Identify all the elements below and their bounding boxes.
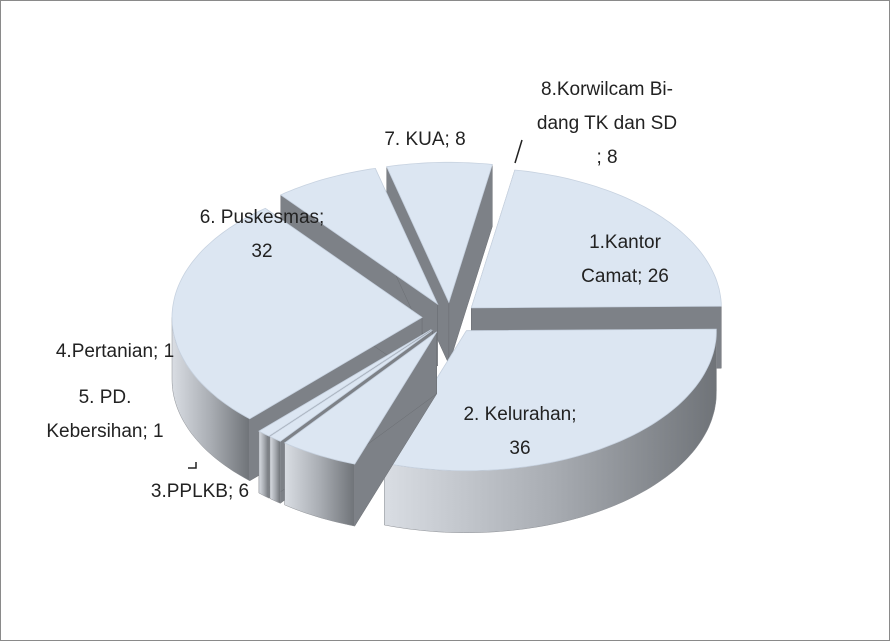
slice-side	[269, 436, 281, 504]
slice	[386, 161, 493, 304]
data-label: 5. PD.	[79, 387, 132, 408]
slice	[258, 329, 432, 437]
data-label: 1.Kantor	[589, 232, 661, 253]
data-label: Camat; 26	[581, 266, 669, 287]
pie	[171, 161, 722, 533]
slice	[279, 167, 439, 306]
data-label: 32	[251, 241, 272, 262]
data-label: 36	[509, 438, 530, 459]
data-label: Kebersihan; 1	[46, 421, 163, 442]
data-label: 6. Puskesmas;	[200, 207, 325, 228]
labels: 1.Kantor Camat; 26 2. Kelurahan; 36 3.PPLKB;…	[46, 79, 677, 502]
leader-lines	[188, 139, 523, 469]
data-label: 4.Pertanian; 1	[56, 341, 174, 362]
data-label: ; 8	[596, 147, 617, 168]
data-label: 3.PPLKB; 6	[151, 481, 249, 502]
slice	[383, 328, 717, 472]
slice	[470, 169, 722, 309]
slice-side	[258, 430, 270, 499]
data-label: dang TK dan SD	[537, 113, 677, 134]
slice	[171, 207, 423, 420]
data-label: 8.Korwilcam Bi-	[541, 79, 673, 100]
slice	[269, 329, 433, 442]
slice	[283, 331, 438, 465]
data-label: 2. Kelurahan;	[463, 404, 576, 425]
data-label: 7. KUA; 8	[384, 129, 465, 150]
